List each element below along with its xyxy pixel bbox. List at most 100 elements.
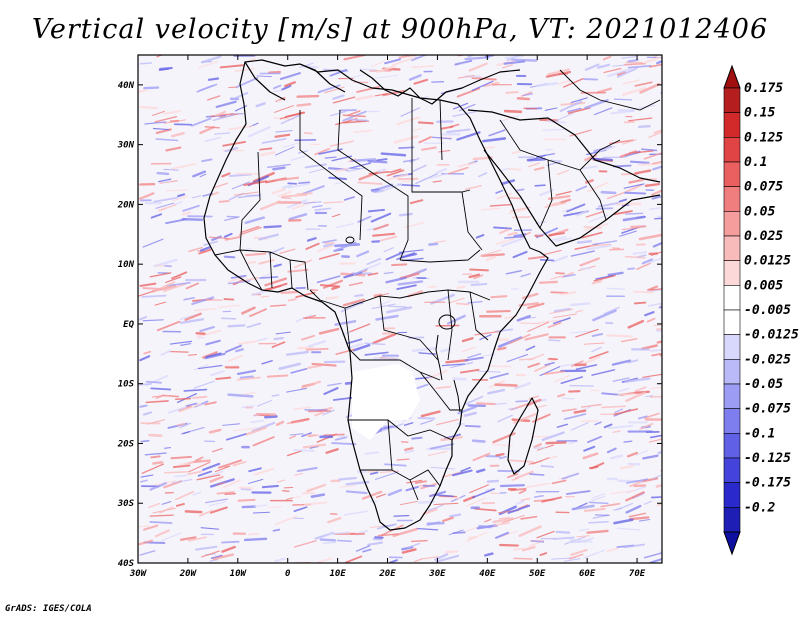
field-streak	[198, 509, 213, 517]
field-streak	[361, 490, 383, 500]
field-streak	[266, 374, 289, 378]
field-streak	[473, 274, 484, 280]
field-streak	[455, 302, 469, 306]
field-streak	[591, 346, 602, 353]
field-streak	[625, 212, 644, 215]
field-streak	[575, 328, 599, 338]
field-streak	[241, 505, 257, 509]
field-streak	[243, 180, 268, 187]
field-streak	[325, 296, 339, 300]
field-streak	[257, 337, 268, 342]
field-streak	[261, 484, 279, 489]
field-streak	[431, 136, 452, 140]
field-streak	[409, 199, 424, 205]
field-streak	[569, 330, 593, 334]
field-streak	[287, 268, 309, 273]
field-streak	[442, 516, 454, 523]
field-streak	[201, 550, 220, 558]
field-streak	[188, 461, 211, 473]
field-streak	[482, 137, 507, 143]
field-streak	[197, 60, 219, 69]
field-streak	[274, 146, 295, 156]
field-streak	[656, 502, 662, 507]
field-streak	[301, 334, 316, 341]
field-streak	[560, 376, 583, 385]
field-streak	[441, 125, 454, 130]
field-streak	[238, 486, 254, 490]
field-streak	[200, 527, 220, 530]
field-streak	[501, 64, 513, 69]
field-streak	[278, 362, 301, 370]
field-streak	[349, 158, 377, 163]
field-streak	[357, 215, 372, 223]
field-streak	[638, 162, 661, 166]
field-streak	[247, 260, 257, 264]
field-streak	[163, 110, 182, 115]
field-streak	[191, 195, 202, 199]
field-streak	[525, 345, 536, 351]
field-streak	[345, 490, 368, 495]
field-streak	[579, 257, 600, 267]
field-streak	[152, 460, 164, 465]
field-streak	[385, 276, 407, 284]
field-streak	[610, 490, 635, 495]
field-streak	[543, 370, 565, 375]
field-streak	[204, 136, 221, 143]
field-streak	[537, 319, 562, 324]
field-streak	[343, 55, 366, 61]
field-streak	[364, 351, 389, 356]
field-streak	[232, 460, 247, 467]
field-streak	[555, 530, 571, 534]
field-streak	[367, 541, 383, 546]
field-streak	[504, 55, 524, 60]
field-streak	[539, 189, 554, 197]
field-streak	[545, 441, 567, 445]
field-streak	[158, 68, 170, 72]
colorbar-segment	[723, 482, 741, 508]
field-streak	[469, 268, 489, 272]
field-streak	[259, 200, 281, 211]
field-streak	[584, 63, 600, 71]
field-streak	[174, 474, 188, 478]
colorbar-label: -0.1	[744, 426, 775, 441]
colorbar-label: 0.05	[744, 204, 775, 219]
field-streak	[172, 195, 188, 202]
field-streak	[159, 204, 177, 212]
field-streak	[221, 540, 240, 544]
field-streak	[475, 234, 485, 239]
field-streak	[138, 525, 150, 528]
field-streak	[581, 355, 601, 366]
field-streak	[287, 183, 311, 189]
field-streak	[518, 525, 542, 538]
field-streak	[646, 289, 662, 293]
field-streak	[499, 484, 525, 488]
field-streak	[370, 212, 392, 223]
field-streak	[192, 395, 208, 399]
field-streak	[253, 504, 268, 508]
arabia-coastline	[467, 109, 661, 247]
field-streak	[482, 146, 495, 149]
field-streak	[391, 263, 408, 267]
field-streak	[281, 193, 308, 198]
field-streak	[306, 483, 327, 493]
longitude-labels: 30W 20W 10W 0 10E 20E 30E 40E 50E 60E 70E	[129, 569, 646, 579]
field-streak	[307, 340, 326, 348]
field-streak	[149, 482, 167, 491]
field-streak	[485, 488, 494, 491]
field-streak	[507, 473, 519, 479]
field-streak	[355, 545, 371, 552]
field-streak	[190, 117, 212, 127]
field-streak	[540, 465, 555, 468]
field-streak	[538, 280, 558, 284]
field-streak	[641, 148, 658, 152]
field-streak	[527, 302, 545, 310]
field-streak	[271, 394, 280, 397]
field-streak	[211, 235, 222, 242]
field-streak	[497, 336, 523, 348]
field-streak	[656, 340, 662, 344]
lon-label: 50E	[529, 569, 546, 579]
field-streak	[367, 160, 388, 164]
field-streak	[332, 96, 356, 104]
field-streak	[275, 176, 300, 182]
field-streak	[168, 350, 189, 353]
